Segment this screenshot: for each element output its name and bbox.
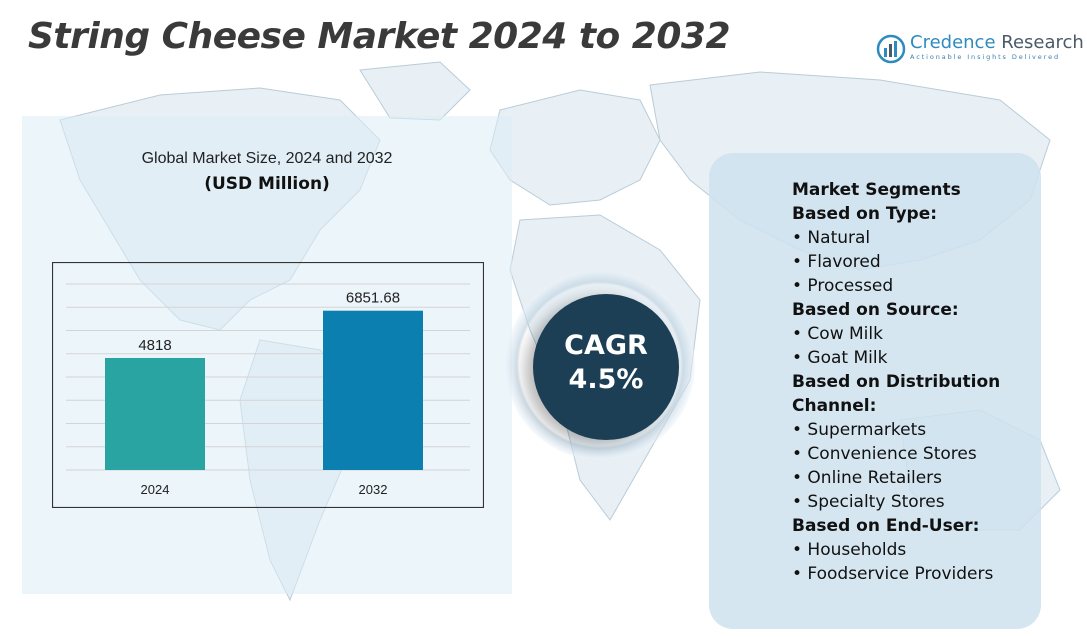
cagr-badge: CAGR 4.5%: [533, 294, 679, 440]
segments-panel: [709, 153, 1041, 629]
bar-chart: 4818 2024 6851.68 2032: [52, 262, 484, 508]
chart-bars: [105, 310, 423, 470]
x-tick-label-2032: 2032: [359, 482, 388, 497]
segment-item: • Online Retailers: [792, 468, 943, 488]
map-europe: [489, 89, 661, 206]
logo-name-part1: Credence: [910, 32, 996, 53]
bar-2024: [105, 357, 205, 470]
logo-tagline: Actionable Insights Delivered: [910, 53, 1061, 61]
data-label-2024: 4818: [138, 337, 171, 354]
segment-item: • Natural: [792, 228, 871, 248]
cagr-value: 4.5%: [568, 364, 644, 395]
segments-title: Market Segments: [792, 180, 961, 200]
logo-bars-icon: [876, 34, 906, 64]
chart-title: Global Market Size, 2024 and 2032: [141, 150, 393, 167]
segment-group-heading: Based on Type:: [792, 204, 938, 224]
segment-item: • Cow Milk: [792, 324, 883, 344]
page-title: String Cheese Market 2024 to 2032: [28, 16, 731, 57]
segment-item: • Processed: [792, 276, 894, 296]
data-label-2032: 6851.68: [346, 290, 400, 307]
segment-group-heading: Based on End-User:: [792, 516, 980, 536]
company-logo: Credence Research Actionable Insights De…: [876, 32, 1084, 68]
segment-item: • Specialty Stores: [792, 492, 945, 512]
chart-labels: 4818 2024 6851.68 2032: [138, 290, 400, 497]
cagr-label: CAGR: [564, 330, 648, 361]
segments-list: Market Segments Based on Type: • Natural…: [792, 178, 1052, 586]
x-tick-label-2024: 2024: [141, 482, 170, 497]
segment-item: • Households: [792, 540, 907, 560]
segment-item: • Convenience Stores: [792, 444, 977, 464]
bar-2032: [323, 310, 423, 470]
logo-name-part2: Research: [995, 32, 1084, 53]
segment-item: • Flavored: [792, 252, 881, 272]
map-greenland: [359, 61, 471, 121]
segment-group-heading: Based on Distribution Channel:: [792, 372, 1001, 416]
segment-group-heading: Based on Source:: [792, 300, 959, 320]
segment-item: • Supermarkets: [792, 420, 927, 440]
segment-item: • Foodservice Providers: [792, 564, 994, 584]
logo-name: Credence Research: [910, 32, 1084, 53]
segment-item: • Goat Milk: [792, 348, 888, 368]
chart-subtitle: (USD Million): [204, 174, 330, 194]
chart-frame: [52, 262, 484, 508]
chart-panel: [22, 116, 512, 594]
